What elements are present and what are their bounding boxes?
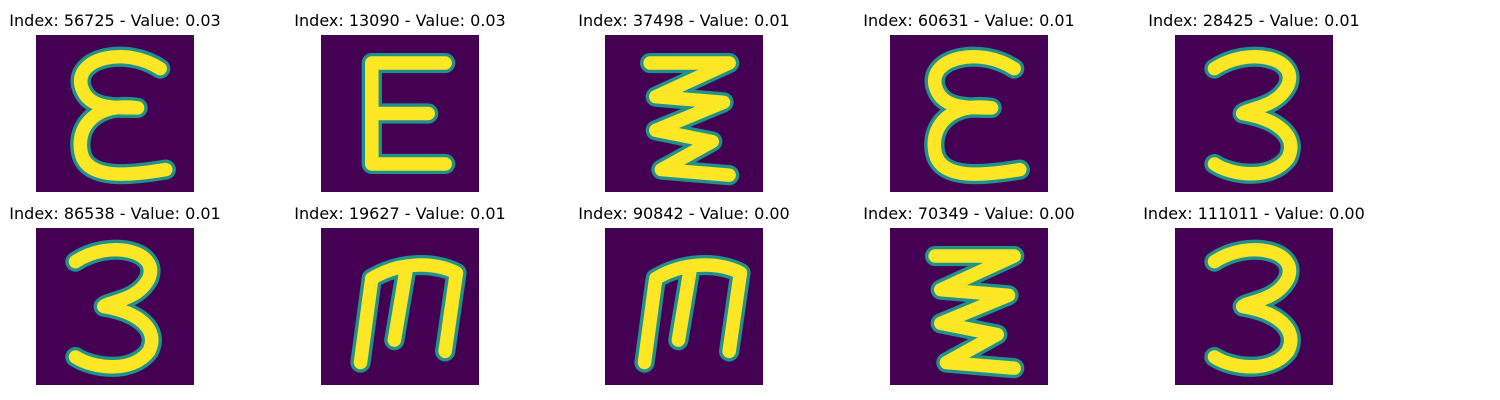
glyph-stroke [353, 258, 464, 370]
image-panel: Index: 70349 - Value: 0.00 [824, 203, 1114, 393]
panel-title: Index: 60631 - Value: 0.01 [863, 11, 1075, 30]
panel-title: Index: 13090 - Value: 0.03 [294, 11, 506, 30]
image-panel: Index: 86538 - Value: 0.01 [0, 203, 260, 393]
glyph-stroke [1207, 50, 1298, 181]
image-panel: Index: 60631 - Value: 0.01 [824, 10, 1114, 200]
image-panel: Index: 37498 - Value: 0.01 [539, 10, 829, 200]
digit-image [1175, 228, 1333, 385]
digit-image [1175, 35, 1333, 192]
panel-title: Index: 56725 - Value: 0.03 [9, 11, 221, 30]
digit-image [321, 35, 479, 192]
digit-image [890, 35, 1048, 192]
glyph-stroke [68, 243, 159, 374]
image-panel: Index: 19627 - Value: 0.01 [255, 203, 545, 393]
glyph-stroke [637, 258, 748, 370]
glyph-stroke [643, 56, 736, 182]
digit-image [321, 228, 479, 385]
panel-title: Index: 19627 - Value: 0.01 [294, 204, 506, 223]
digit-image [36, 35, 194, 192]
image-panel: Index: 56725 - Value: 0.03 [0, 10, 260, 200]
glyph-stroke [73, 50, 173, 181]
glyph-stroke [927, 50, 1027, 181]
image-panel: Index: 13090 - Value: 0.03 [255, 10, 545, 200]
panel-title: Index: 70349 - Value: 0.00 [863, 204, 1075, 223]
glyph-stroke [365, 56, 452, 171]
glyph-stroke [1207, 243, 1298, 374]
panel-title: Index: 28425 - Value: 0.01 [1148, 11, 1360, 30]
glyph-stroke [928, 249, 1021, 375]
digit-image [605, 228, 763, 385]
panel-title: Index: 90842 - Value: 0.00 [578, 204, 790, 223]
digit-image [890, 228, 1048, 385]
image-panel: Index: 111011 - Value: 0.00 [1109, 203, 1399, 393]
digit-image [36, 228, 194, 385]
panel-title: Index: 37498 - Value: 0.01 [578, 11, 790, 30]
panel-title: Index: 86538 - Value: 0.01 [9, 204, 221, 223]
image-panel: Index: 90842 - Value: 0.00 [539, 203, 829, 393]
image-panel: Index: 28425 - Value: 0.01 [1109, 10, 1399, 200]
panel-title: Index: 111011 - Value: 0.00 [1143, 204, 1365, 223]
digit-image [605, 35, 763, 192]
